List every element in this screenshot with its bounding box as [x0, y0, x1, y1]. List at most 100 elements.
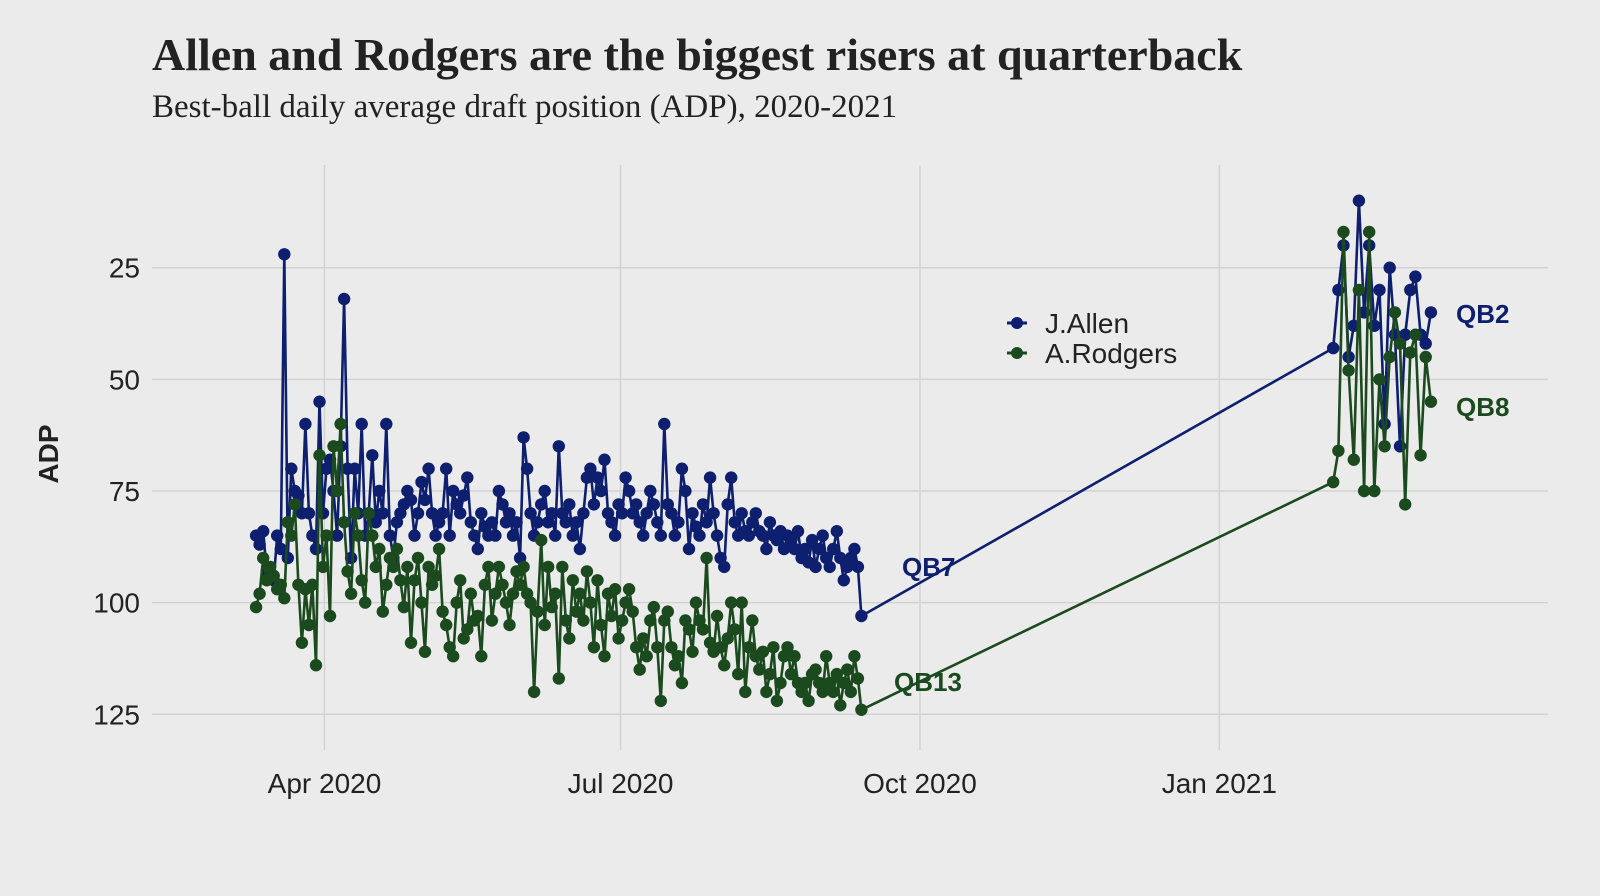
- data-point: [538, 484, 551, 498]
- data-point: [615, 507, 629, 520]
- data-point: [257, 525, 270, 538]
- data-point: [1342, 364, 1355, 377]
- data-point: [647, 498, 660, 511]
- data-point: [517, 560, 530, 574]
- data-point: [798, 676, 812, 690]
- data-point: [651, 516, 664, 529]
- data-point: [369, 560, 382, 574]
- legend-item-allen: J.Allen: [1007, 308, 1129, 339]
- data-point: [309, 659, 323, 672]
- data-point: [306, 529, 319, 542]
- data-point: [696, 623, 710, 636]
- allen-rank-label-2020: QB7: [902, 552, 955, 582]
- x-tick-label: Apr 2020: [268, 768, 382, 799]
- data-point: [306, 578, 319, 591]
- data-point: [316, 507, 330, 520]
- data-point: [1424, 306, 1438, 319]
- data-point: [848, 650, 861, 663]
- data-point: [520, 462, 534, 475]
- data-point: [855, 609, 868, 623]
- data-point: [686, 507, 699, 520]
- data-point: [411, 507, 425, 520]
- data-point: [693, 529, 706, 542]
- data-point: [805, 533, 819, 547]
- data-point: [774, 676, 787, 690]
- data-point: [594, 618, 608, 632]
- data-point: [1378, 440, 1391, 453]
- data-point: [827, 542, 840, 556]
- data-point: [337, 292, 351, 306]
- data-point: [401, 560, 414, 574]
- series-jallen: [249, 194, 1438, 623]
- data-point: [295, 636, 309, 649]
- data-point: [742, 641, 755, 654]
- data-point: [313, 395, 326, 408]
- data-point: [746, 614, 759, 627]
- data-point: [809, 560, 822, 574]
- data-point: [728, 623, 741, 636]
- data-point: [552, 440, 565, 453]
- data-point: [411, 551, 425, 565]
- data-point: [735, 507, 748, 520]
- data-point: [598, 650, 611, 663]
- data-point: [464, 516, 477, 529]
- data-point: [432, 542, 446, 556]
- data-point: [267, 569, 280, 582]
- data-point: [394, 574, 407, 587]
- data-point: [418, 493, 432, 507]
- data-point: [714, 641, 727, 654]
- data-point: [770, 694, 784, 708]
- data-point: [760, 685, 773, 699]
- data-point: [848, 542, 861, 556]
- data-point: [577, 507, 590, 520]
- data-point: [855, 703, 868, 716]
- legend: J.Allen A.Rodgers: [1007, 308, 1177, 369]
- data-point: [570, 605, 583, 618]
- data-point: [594, 484, 608, 498]
- data-point: [390, 542, 404, 556]
- data-point: [710, 529, 724, 542]
- legend-item-rodgers: A.Rodgers: [1007, 338, 1177, 369]
- data-point: [355, 574, 368, 587]
- data-point: [278, 592, 291, 605]
- data-point: [348, 462, 361, 475]
- data-point: [570, 516, 583, 529]
- data-point: [327, 440, 340, 453]
- data-point: [316, 560, 330, 574]
- data-point: [640, 650, 653, 663]
- data-point: [637, 632, 650, 645]
- data-point: [749, 507, 762, 520]
- data-point: [429, 529, 442, 542]
- data-point: [816, 529, 829, 542]
- data-point: [689, 596, 703, 609]
- data-point: [369, 516, 382, 529]
- y-tick-label: 125: [93, 699, 140, 730]
- data-point: [591, 471, 604, 484]
- data-point: [619, 471, 632, 484]
- data-point: [443, 529, 456, 542]
- data-point: [478, 578, 492, 591]
- data-point: [489, 587, 502, 600]
- data-point: [654, 529, 667, 542]
- data-point: [352, 529, 365, 542]
- data-point: [753, 663, 766, 676]
- data-point: [503, 507, 516, 520]
- data-point: [1337, 225, 1350, 239]
- data-point: [837, 676, 850, 690]
- data-point: [285, 529, 298, 542]
- data-point: [1409, 328, 1422, 341]
- data-point: [309, 542, 323, 556]
- data-point: [1399, 498, 1412, 511]
- data-point: [1409, 270, 1422, 283]
- data-point: [559, 614, 572, 627]
- data-point: [485, 516, 499, 529]
- data-point: [447, 484, 460, 498]
- data-point: [1419, 350, 1432, 364]
- x-tick-label: Jan 2021: [1162, 768, 1277, 799]
- data-point: [337, 516, 351, 529]
- data-point: [454, 507, 467, 520]
- data-point: [313, 449, 326, 462]
- data-point: [302, 507, 316, 520]
- data-point: [725, 471, 738, 484]
- data-point: [330, 484, 344, 498]
